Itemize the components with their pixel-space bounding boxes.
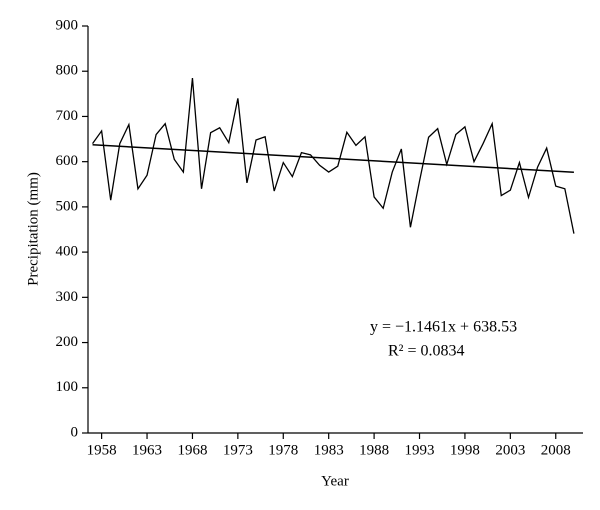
y-tick-label: 100 xyxy=(56,379,79,395)
x-tick-label: 2003 xyxy=(495,442,525,458)
y-tick-label: 300 xyxy=(56,289,79,305)
x-tick-label: 1993 xyxy=(405,442,435,458)
x-tick-label: 1988 xyxy=(359,442,389,458)
y-tick-label: 600 xyxy=(56,153,79,169)
x-tick-label: 2008 xyxy=(541,442,571,458)
x-axis-label: Year xyxy=(321,473,349,489)
y-tick-label: 500 xyxy=(56,198,79,214)
y-tick-label: 800 xyxy=(56,63,79,79)
data-line xyxy=(92,77,575,234)
y-axis-label: Precipitation (mm) xyxy=(25,172,41,286)
x-tick-label: 1978 xyxy=(268,442,298,458)
x-tick-label: 1958 xyxy=(87,442,117,458)
y-tick-label: 0 xyxy=(71,424,79,440)
y-tick-label: 200 xyxy=(56,334,79,350)
y-tick-label: 400 xyxy=(56,244,79,260)
x-tick-label: 1998 xyxy=(450,442,480,458)
y-tick-label: 900 xyxy=(56,17,79,33)
trend-line xyxy=(92,144,574,173)
r-squared: R² = 0.0834 xyxy=(388,343,465,360)
x-tick-label: 1968 xyxy=(177,442,207,458)
x-tick-label: 1983 xyxy=(314,442,344,458)
x-tick-label: 1973 xyxy=(223,442,253,458)
trend-equation: y = −1.1461x + 638.53 xyxy=(370,319,517,336)
y-tick-label: 700 xyxy=(56,108,79,124)
x-tick-label: 1963 xyxy=(132,442,162,458)
